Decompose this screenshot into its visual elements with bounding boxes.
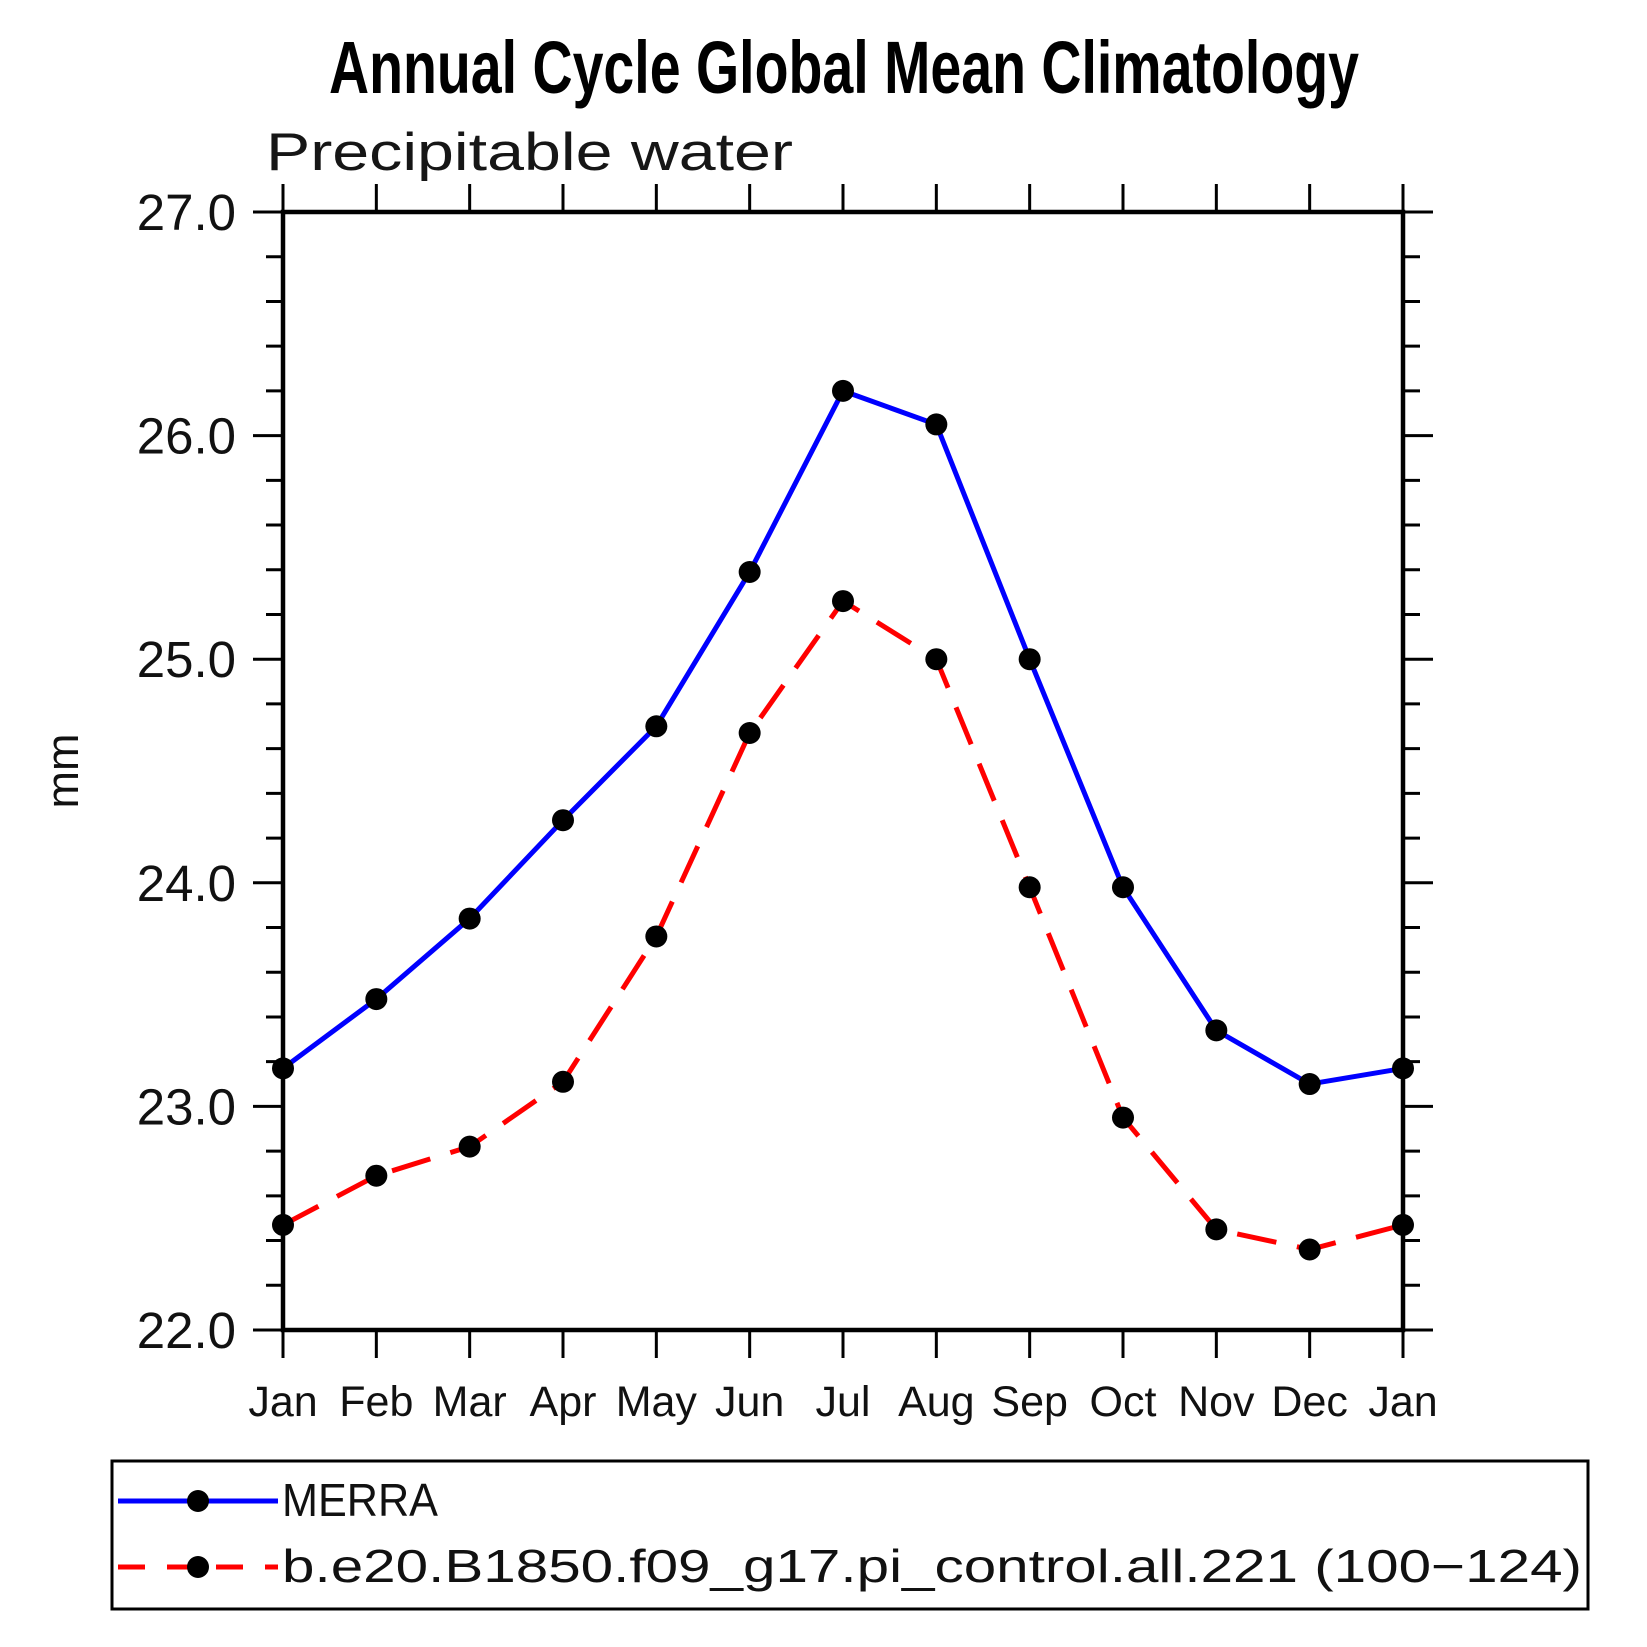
legend-layer: MERRA b.e20.B1850.f09_g17.pi_control.all.… [110,1459,1590,1611]
x-tick-label: Jan [1368,1378,1437,1426]
chart-title: Annual Cycle Global Mean Climatology [329,26,1359,109]
data-point-model [458,1135,481,1158]
legend-label: b.e20.B1850.f09_g17.pi_control.all.221 (… [282,1540,1582,1592]
data-point-merra [645,715,668,738]
x-tick-label: Jun [715,1378,784,1426]
x-tick-label: Sep [991,1378,1068,1426]
chart-subtitle: Precipitable water [266,123,793,182]
data-point-model [925,648,948,671]
legend-marker [187,1490,209,1512]
legend-marker [187,1556,209,1578]
data-point-model [738,721,761,744]
axes-layer: 22.0 23.0 24.0 25.0 26.0 27.0 Jan Feb Mar Apr May J… [137,184,1438,1426]
y-tick-label: 26.0 [137,408,236,465]
x-tick-label: May [616,1378,698,1426]
x-tick-label: Feb [339,1378,413,1426]
x-tick-label: Aug [898,1378,975,1426]
data-point-merra [832,379,854,402]
data-point-model [1205,1218,1228,1241]
series-line-model [281,597,1404,1253]
data-point-merra [365,988,388,1011]
x-tick-label: Oct [1090,1378,1157,1426]
plot-frame [280,209,1406,1333]
series-line-merra [281,387,1404,1087]
x-tick-label: Jul [816,1378,871,1426]
y-tick-label: 25.0 [137,631,236,688]
data-point-merra [1205,1019,1228,1042]
x-tick-label: Mar [433,1378,507,1426]
x-tick-label: Dec [1271,1378,1347,1426]
data-point-model [1298,1238,1321,1261]
data-point-merra [1112,876,1134,899]
data-point-merra [925,413,948,436]
x-tick-label: Nov [1178,1378,1255,1426]
data-point-merra [1018,648,1041,671]
data-point-model [645,925,668,948]
y-axis-unit-label: mm [37,734,88,809]
data-point-merra [1298,1073,1321,1096]
data-point-merra [272,1057,294,1080]
data-point-merra [552,809,574,832]
data-point-model [832,590,854,613]
data-point-model [552,1070,574,1093]
data-point-model [1112,1106,1134,1129]
legend-box [110,1459,1590,1611]
x-tick-label: Apr [530,1378,597,1426]
y-tick-label: 23.0 [137,1078,236,1135]
y-tick-label: 22.0 [137,1302,236,1359]
x-tick-label: Jan [248,1378,317,1426]
legend-label: MERRA [282,1474,438,1526]
data-point-merra [1392,1057,1414,1080]
data-point-merra [738,560,761,583]
y-tick-label: 27.0 [137,184,236,241]
series-layer [272,379,1414,1261]
data-point-model [365,1164,388,1187]
data-point-model [1018,876,1041,899]
y-tick-label: 24.0 [137,855,236,912]
data-point-model [1392,1213,1414,1236]
data-point-model [272,1213,294,1236]
data-point-merra [458,907,481,930]
